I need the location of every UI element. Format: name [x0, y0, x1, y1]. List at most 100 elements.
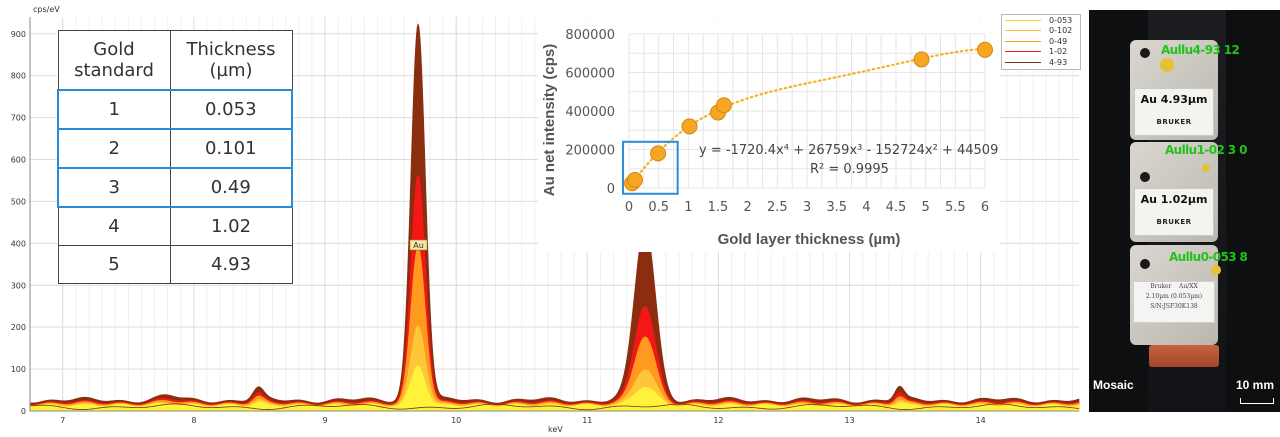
cal-x-tick-label: 0 [625, 200, 633, 215]
legend-swatch [1005, 30, 1041, 32]
y-tick-label: 400 [11, 239, 26, 248]
y-tick-label: 800 [11, 72, 26, 81]
table-row: 2 0.101 [57, 128, 293, 169]
gold-spot [1202, 164, 1210, 172]
cal-x-tick-label: 4 [862, 200, 870, 215]
standard-slide-1: Au 4.93µm BRUKER [1130, 40, 1218, 140]
slide-hole [1140, 48, 1150, 58]
standard-slide-2: Au 1.02µm BRUKER [1130, 142, 1218, 242]
slide-label: Bruker Au/XX 2.10µm (0.053µm) S/N:JSF30K… [1133, 281, 1215, 323]
small-label-line1: Bruker Au/XX [1134, 282, 1214, 292]
cal-x-tick-label: 3 [803, 200, 811, 215]
cal-y-tick-label: 200000 [565, 144, 615, 159]
slide-label: Au 1.02µm BRUKER [1134, 188, 1214, 236]
slide-label: Au 4.93µm BRUKER [1134, 88, 1214, 136]
cal-x-tick-label: 5.5 [945, 200, 966, 215]
legend-item: 0-49 [1002, 36, 1080, 47]
x-tick-label: 9 [322, 416, 327, 425]
y-tick-label: 300 [11, 281, 26, 290]
small-label-line2: 2.10µm (0.053µm) [1145, 293, 1203, 300]
overlay-text-3: Aullu0-053 8 [1169, 250, 1248, 264]
calibration-points [624, 41, 993, 192]
y-tick-label: 700 [11, 114, 26, 123]
legend-item: 4-93 [1002, 57, 1080, 68]
spectrum-series-0-49 [29, 246, 1080, 412]
data-point [681, 118, 698, 135]
cal-x-tick-label: 1 [684, 200, 692, 215]
cal-x-tick-label: 6 [981, 200, 989, 215]
x-tick-label: 8 [191, 416, 196, 425]
table-row: 1 0.053 [57, 89, 293, 130]
x-unit-label: keV [548, 425, 563, 434]
slide-label-text: Au 1.02µm [1140, 193, 1208, 206]
small-label-line3: S/N:JSF30K138 [1150, 303, 1198, 310]
spectrum-series-4-93 [29, 23, 1080, 412]
scale-label: 10 mm [1235, 378, 1274, 392]
equation-text: y = -1720.4x⁴ + 26759x³ - 152724x² + 445… [699, 143, 1000, 158]
table-row: 5 4.93 [57, 245, 293, 284]
standard-slide-3: Bruker Au/XX 2.10µm (0.053µm) S/N:JSF30K… [1130, 245, 1221, 345]
table-cell-standard: 4 [57, 206, 171, 246]
legend-swatch [1005, 51, 1041, 53]
legend-label: 0-053 [1049, 15, 1073, 25]
x-tick-label: 14 [976, 416, 986, 425]
y-unit-label: cps/eV [33, 5, 60, 14]
sample-mosaic-photo: Au 4.93µm BRUKER Aullu4-93 12 Au 1.02µm … [1089, 10, 1280, 412]
table-header-standard: Gold standard [57, 30, 171, 91]
y-tick-label: 100 [11, 365, 26, 374]
peak-label-au: Au [409, 239, 428, 251]
spectrum-series-0-102 [29, 325, 1080, 412]
x-tick-label: 13 [844, 416, 854, 425]
slide-hole [1140, 172, 1150, 182]
cal-x-tick-label: 2 [744, 200, 752, 215]
r-squared-text: R² = 0.9995 [810, 162, 889, 177]
gold-spot [1211, 265, 1221, 275]
data-point [913, 51, 930, 68]
legend-label: 1-02 [1049, 47, 1068, 57]
y-tick-label: 0 [21, 407, 26, 416]
spectrum-series-1-02 [29, 174, 1080, 412]
peak-label-text: Au [413, 241, 424, 250]
calibration-x-label: Gold layer thickness (µm) [718, 231, 901, 248]
legend-item: 1-02 [1002, 47, 1080, 58]
slide-hole [1140, 259, 1150, 269]
scale-bar [1240, 398, 1274, 404]
calibration-ticks: 0 0.5 1 1.5 2 2.5 3 3.5 4 4.5 5 5.5 6 0 200000 400000 60… [565, 28, 989, 215]
cal-x-tick-label: 1.5 [708, 200, 729, 215]
table-row: 3 0.49 [57, 167, 293, 208]
calibration-chart: 0 0.5 1 1.5 2 2.5 3 3.5 4 4.5 5 5.5 6 0 200000 400000 60… [538, 18, 1000, 252]
x-tick-label: 7 [60, 416, 65, 425]
slide-label-text: Au 4.93µm [1140, 93, 1208, 106]
y-tick-label: 900 [11, 30, 26, 39]
gold-standard-table: Gold standard Thickness (µm) 1 0.053 2 0.1… [57, 30, 293, 284]
x-tick-label: 11 [582, 416, 592, 425]
table-cell-standard: 3 [57, 167, 171, 208]
legend-label: 4-93 [1049, 57, 1068, 67]
x-tick-label: 10 [451, 416, 461, 425]
legend-label: 0-49 [1049, 36, 1068, 46]
copper-base [1149, 345, 1219, 367]
calibration-grid [628, 33, 986, 189]
data-point [650, 145, 667, 162]
table-cell-thickness: 0.101 [169, 128, 293, 169]
calibration-y-label: Au net intensity (cps) [541, 44, 558, 197]
cal-x-tick-label: 3.5 [826, 200, 847, 215]
spectrum-series [29, 23, 1080, 412]
table-cell-thickness: 4.93 [169, 245, 293, 284]
legend-swatch [1005, 40, 1041, 42]
cal-x-tick-label: 5 [922, 200, 930, 215]
legend-item: 0-053 [1002, 15, 1080, 26]
table-cell-thickness: 1.02 [169, 206, 293, 246]
cal-y-tick-label: 0 [607, 182, 615, 197]
cal-x-tick-label: 4.5 [886, 200, 907, 215]
y-tick-label: 500 [11, 197, 26, 206]
spectrum-axes: 7 8 9 10 11 12 13 14010020030040050060070080090… [11, 17, 1079, 425]
overlay-text-2: Aullu1-02 3 0 [1165, 143, 1247, 157]
cal-y-tick-label: 400000 [565, 105, 615, 120]
table-row: 4 1.02 [57, 206, 293, 246]
cal-y-tick-label: 600000 [565, 67, 615, 82]
legend-item: 0-102 [1002, 26, 1080, 37]
table-cell-thickness: 0.49 [169, 167, 293, 208]
table-header-row: Gold standard Thickness (µm) [57, 30, 293, 91]
y-tick-label: 200 [11, 323, 26, 332]
